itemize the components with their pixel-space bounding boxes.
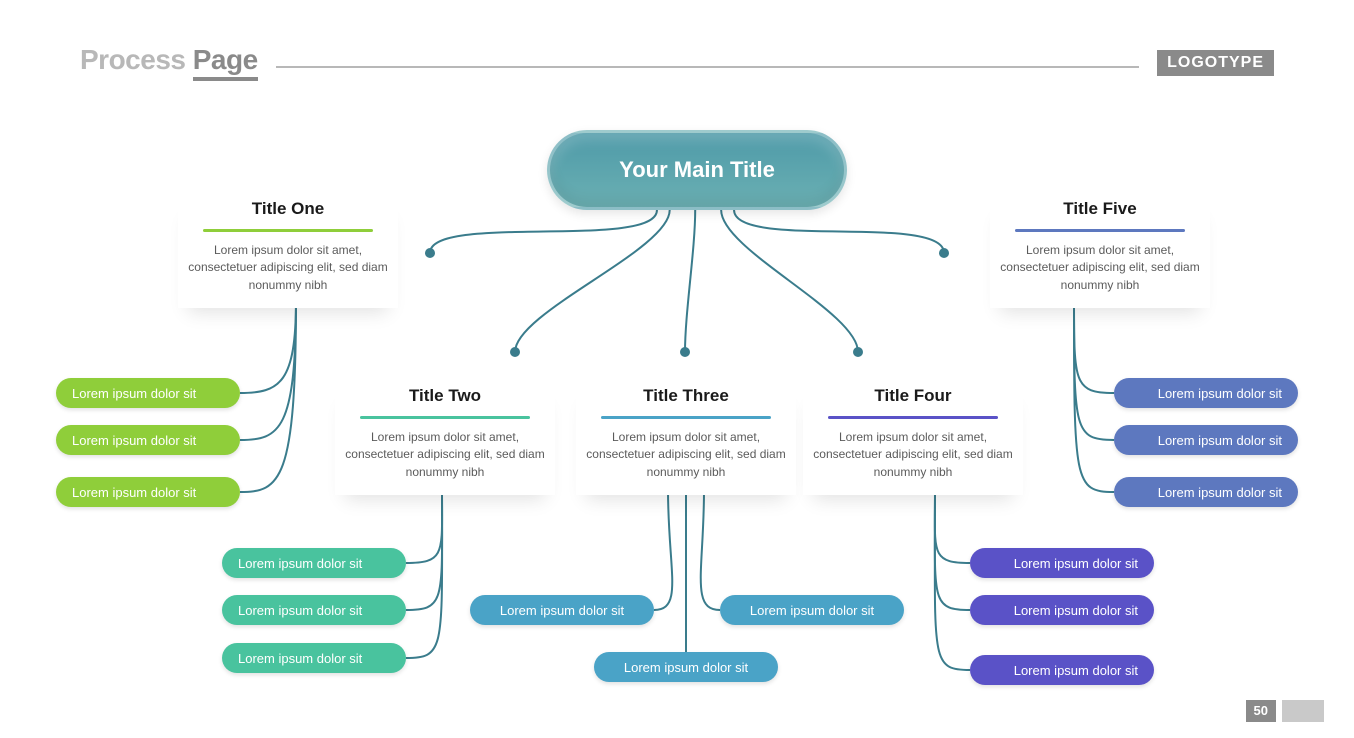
card-title-two: Title Two Lorem ipsum dolor sit amet, co…	[335, 382, 555, 495]
leaf-pill: Lorem ipsum dolor sit	[222, 595, 406, 625]
card-title-three: Title Three Lorem ipsum dolor sit amet, …	[576, 382, 796, 495]
leaf-pill: Lorem ipsum dolor sit	[594, 652, 778, 682]
leaf-pill: Lorem ipsum dolor sit	[56, 477, 240, 507]
card-title: Title Three	[584, 386, 788, 406]
card-title: Title Two	[343, 386, 547, 406]
leaf-pill: Lorem ipsum dolor sit	[470, 595, 654, 625]
leaf-pill: Lorem ipsum dolor sit	[970, 548, 1154, 578]
card-title-one: Title One Lorem ipsum dolor sit amet, co…	[178, 195, 398, 308]
leaf-pill: Lorem ipsum dolor sit	[56, 425, 240, 455]
leaf-pill: Lorem ipsum dolor sit	[56, 378, 240, 408]
leaf-pill: Lorem ipsum dolor sit	[1114, 477, 1298, 507]
card-title-five: Title Five Lorem ipsum dolor sit amet, c…	[990, 195, 1210, 308]
card-body: Lorem ipsum dolor sit amet, consectetuer…	[584, 429, 788, 481]
card-title: Title One	[186, 199, 390, 219]
card-body: Lorem ipsum dolor sit amet, consectetuer…	[343, 429, 547, 481]
leaf-pill: Lorem ipsum dolor sit	[1114, 378, 1298, 408]
leaf-pill: Lorem ipsum dolor sit	[222, 643, 406, 673]
page: Process Page LOGOTYPE Your Main Title Ti…	[0, 0, 1354, 738]
page-footer: 50	[1246, 700, 1324, 722]
card-body: Lorem ipsum dolor sit amet, consectetuer…	[186, 242, 390, 294]
card-accent	[1015, 229, 1185, 232]
leaf-pill: Lorem ipsum dolor sit	[222, 548, 406, 578]
page-number: 50	[1246, 700, 1276, 722]
card-body: Lorem ipsum dolor sit amet, consectetuer…	[811, 429, 1015, 481]
connector-layer	[0, 0, 1354, 738]
main-title-node: Your Main Title	[547, 130, 847, 210]
card-title: Title Four	[811, 386, 1015, 406]
card-title: Title Five	[998, 199, 1202, 219]
main-title-text: Your Main Title	[619, 157, 775, 183]
card-accent	[601, 416, 771, 419]
leaf-pill: Lorem ipsum dolor sit	[970, 595, 1154, 625]
card-body: Lorem ipsum dolor sit amet, consectetuer…	[998, 242, 1202, 294]
card-accent	[828, 416, 998, 419]
leaf-pill: Lorem ipsum dolor sit	[970, 655, 1154, 685]
footer-decor-bar	[1282, 700, 1324, 722]
card-accent	[203, 229, 373, 232]
leaf-pill: Lorem ipsum dolor sit	[1114, 425, 1298, 455]
leaf-pill: Lorem ipsum dolor sit	[720, 595, 904, 625]
card-accent	[360, 416, 530, 419]
card-title-four: Title Four Lorem ipsum dolor sit amet, c…	[803, 382, 1023, 495]
